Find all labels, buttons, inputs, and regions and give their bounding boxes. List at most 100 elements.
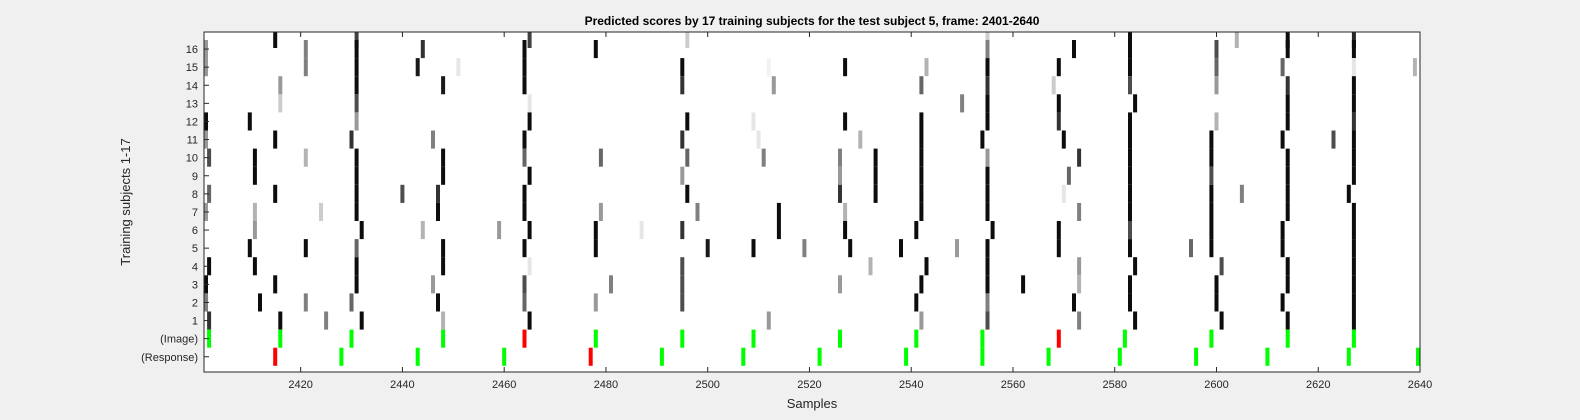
score-mark — [497, 221, 502, 240]
score-mark — [919, 112, 924, 131]
score-mark — [756, 130, 761, 149]
score-mark — [1021, 275, 1026, 294]
score-mark — [685, 112, 690, 131]
score-mark — [680, 293, 685, 312]
score-mark — [1331, 130, 1336, 149]
score-mark — [354, 239, 359, 258]
y-tick-label: 2 — [192, 297, 198, 309]
score-mark — [919, 76, 924, 95]
y-tick-label: 14 — [186, 80, 198, 92]
correct-event-mark — [751, 329, 756, 348]
score-mark — [1128, 148, 1132, 167]
score-mark — [843, 221, 848, 240]
correct-event-mark — [680, 329, 685, 348]
score-mark — [359, 221, 364, 240]
score-mark — [1351, 76, 1356, 95]
score-mark — [985, 293, 990, 312]
correct-event-mark — [1285, 329, 1290, 348]
score-mark — [1351, 58, 1356, 77]
score-mark — [843, 112, 848, 131]
x-tick-label: 2640 — [1408, 379, 1432, 391]
score-mark — [899, 239, 903, 258]
score-mark — [273, 130, 278, 149]
score-mark — [593, 221, 598, 240]
x-tick-label: 2520 — [797, 379, 821, 391]
correct-event-mark — [441, 329, 446, 348]
score-mark — [522, 40, 527, 59]
y-axis-label: Training subjects 1-17 — [118, 138, 133, 265]
score-mark — [1056, 239, 1061, 258]
score-mark — [441, 239, 446, 258]
score-mark — [1285, 40, 1290, 59]
score-mark — [1209, 221, 1214, 240]
score-mark — [685, 184, 690, 203]
score-mark — [848, 239, 853, 258]
score-mark — [1285, 76, 1290, 95]
score-mark — [1077, 311, 1082, 330]
score-mark — [354, 202, 359, 221]
score-mark — [1072, 40, 1076, 59]
score-mark — [1128, 130, 1132, 149]
score-mark — [207, 148, 212, 167]
score-mark — [771, 76, 776, 95]
score-mark — [1351, 130, 1356, 149]
correct-event-mark — [980, 329, 985, 348]
score-mark — [1128, 202, 1132, 221]
score-mark — [1285, 202, 1290, 221]
score-mark — [1077, 148, 1082, 167]
score-mark — [252, 221, 257, 240]
score-mark — [522, 76, 527, 95]
score-mark — [924, 257, 929, 276]
chart-title: Predicted scores by 17 training subjects… — [585, 14, 1040, 28]
score-mark — [985, 311, 990, 330]
score-mark — [985, 239, 990, 258]
score-mark — [1056, 58, 1061, 77]
score-mark — [1214, 58, 1219, 77]
score-mark — [776, 202, 781, 221]
y-tick-label: (Response) — [141, 352, 198, 364]
score-mark — [1209, 239, 1214, 258]
score-mark — [680, 221, 685, 240]
score-mark — [1072, 293, 1076, 312]
y-tick-label: 15 — [186, 62, 198, 74]
score-mark — [919, 275, 924, 294]
score-mark — [802, 239, 807, 258]
score-mark — [1061, 130, 1066, 149]
x-tick-label: 2580 — [1102, 379, 1126, 391]
score-mark — [985, 184, 990, 203]
score-mark — [914, 293, 919, 312]
x-tick-label: 2460 — [492, 379, 516, 391]
score-mark — [1280, 221, 1285, 240]
score-mark — [919, 202, 924, 221]
correct-event-mark — [593, 329, 598, 348]
error-event-mark — [1056, 329, 1061, 348]
y-tick-label: 5 — [192, 243, 198, 255]
score-mark — [1285, 257, 1290, 276]
score-mark — [1280, 58, 1285, 77]
score-mark — [985, 275, 990, 294]
score-mark — [278, 94, 283, 113]
score-mark — [593, 40, 598, 59]
score-mark — [207, 257, 212, 276]
score-mark — [843, 58, 848, 77]
score-mark — [1239, 184, 1244, 203]
score-mark — [273, 184, 278, 203]
score-mark — [919, 130, 924, 149]
score-mark — [1209, 166, 1214, 185]
correct-event-mark — [659, 347, 664, 366]
score-mark — [751, 112, 756, 131]
score-mark — [1056, 94, 1061, 113]
score-mark — [1285, 112, 1290, 131]
score-mark — [354, 40, 359, 59]
correct-event-mark — [1265, 347, 1270, 366]
correct-event-mark — [1122, 329, 1127, 348]
score-mark — [960, 94, 965, 113]
score-mark — [1209, 184, 1214, 203]
score-mark — [303, 40, 308, 59]
score-mark — [1077, 275, 1082, 294]
y-tick-label: 7 — [192, 207, 198, 219]
error-event-mark — [588, 347, 593, 366]
correct-event-mark — [1117, 347, 1122, 366]
score-mark — [273, 32, 278, 48]
score-mark — [751, 239, 756, 258]
